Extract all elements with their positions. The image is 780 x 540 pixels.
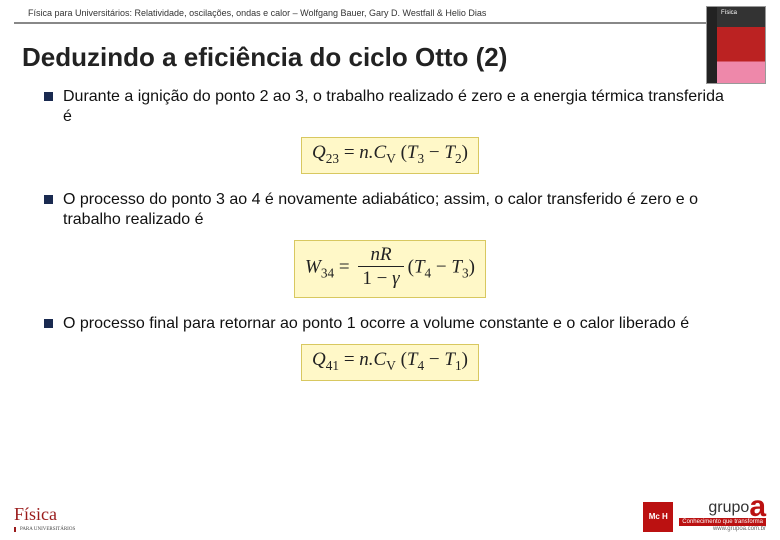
formula-container: W34 = nR1 − γ(T4 − T3) [44, 240, 736, 299]
grupoa-word: grupo [708, 499, 749, 516]
logo-fisica-text: Física [14, 504, 57, 524]
logo-grupoa: grupoa Conhecimento que transforma www.g… [679, 498, 766, 532]
logo-fisica-sub: PARA UNIVERSITÁRIOS [14, 527, 75, 533]
slide-content: Durante a ignição do ponto 2 ao 3, o tra… [0, 87, 780, 381]
logo-fisica: Física PARA UNIVERSITÁRIOS [14, 504, 75, 533]
bullet-square-icon [44, 92, 53, 101]
header-citation: Física para Universitários: Relatividade… [14, 0, 766, 24]
logo-right-group: Mc H grupoa Conhecimento que transforma … [643, 498, 766, 532]
bullet-text: O processo do ponto 3 ao 4 é novamente a… [63, 190, 736, 230]
citation-text: Física para Universitários: Relatividade… [28, 8, 486, 18]
formula: Q23 = n.CV (T3 − T2) [301, 137, 479, 174]
bullet-text: O processo final para retornar ao ponto … [63, 314, 689, 334]
grupoa-tagline: Conhecimento que transforma [679, 518, 766, 526]
logo-mcgraw-icon: Mc H [643, 502, 673, 532]
bullet-item: Durante a ignição do ponto 2 ao 3, o tra… [44, 87, 736, 127]
bullet-text: Durante a ignição do ponto 2 ao 3, o tra… [63, 87, 736, 127]
slide-title: Deduzindo a eficiência do ciclo Otto (2) [22, 42, 780, 73]
formula-container: Q41 = n.CV (T4 − T1) [44, 344, 736, 381]
footer: Física PARA UNIVERSITÁRIOS Mc H grupoa C… [14, 478, 766, 532]
formula: Q41 = n.CV (T4 − T1) [301, 344, 479, 381]
formula: W34 = nR1 − γ(T4 − T3) [294, 240, 486, 299]
bullet-square-icon [44, 319, 53, 328]
grupoa-url: www.grupoa.com.br [679, 526, 766, 532]
bullet-item: O processo final para retornar ao ponto … [44, 314, 736, 334]
book-cover-thumbnail: Física [706, 6, 766, 84]
bullet-item: O processo do ponto 3 ao 4 é novamente a… [44, 190, 736, 230]
bullet-square-icon [44, 195, 53, 204]
formula-container: Q23 = n.CV (T3 − T2) [44, 137, 736, 174]
